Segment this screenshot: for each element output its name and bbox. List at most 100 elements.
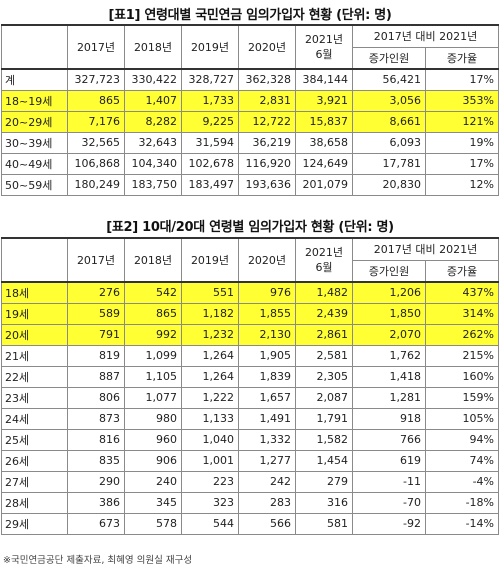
table2-2021-header: 2021년 6월	[295, 237, 353, 283]
table2-row: 29세 673 578 544 566 581 -92 -14%	[1, 512, 499, 535]
cell-value: 791	[67, 323, 125, 346]
cell-value: 1,001	[181, 449, 239, 472]
table1-year-header: 2017년	[67, 24, 125, 70]
cell-value: 835	[67, 449, 125, 472]
cell-value: 1,281	[352, 386, 426, 409]
cell-value: 873	[67, 407, 125, 430]
table1-row: 20~29세 7,176 8,282 9,225 12,722 15,837 8,661 12…	[1, 110, 499, 133]
cell-value: 1,232	[181, 323, 239, 346]
cell-value: 327,723	[67, 68, 125, 91]
cell-value: 183,750	[124, 173, 182, 196]
cell-value: 1,077	[124, 386, 182, 409]
cell-value: 262%	[425, 323, 499, 346]
cell-value: 887	[67, 365, 125, 388]
cell-value: 551	[181, 281, 239, 304]
cell-value: 345	[124, 491, 182, 514]
cell-value: 12,722	[238, 110, 296, 133]
cell-value: 918	[352, 407, 426, 430]
table1-row: 계 327,723 330,422 328,727 362,328 384,144 56,4…	[1, 68, 499, 91]
cell-value: 2,439	[295, 302, 353, 325]
cell-value: 2,831	[238, 89, 296, 112]
table1-compare-header: 2017년 대비 2021년	[352, 24, 499, 48]
cell-value: 180,249	[67, 173, 125, 196]
cell-value: 1,850	[352, 302, 426, 325]
cell-value: 542	[124, 281, 182, 304]
table2-row: 23세 806 1,077 1,222 1,657 2,087 1,281 159%	[1, 386, 499, 409]
cell-value: 619	[352, 449, 426, 472]
table1-year-header: 2019년	[181, 24, 239, 70]
cell-value: 1,839	[238, 365, 296, 388]
cell-value: 74%	[425, 449, 499, 472]
row-label: 23세	[1, 386, 68, 409]
cell-value: 1,040	[181, 428, 239, 451]
cell-value: 353%	[425, 89, 499, 112]
cell-value: 437%	[425, 281, 499, 304]
cell-value: 201,079	[295, 173, 353, 196]
cell-value: 316	[295, 491, 353, 514]
cell-value: 106,868	[67, 152, 125, 175]
cell-value: 906	[124, 449, 182, 472]
cell-value: -11	[352, 470, 426, 493]
cell-value: 31,594	[181, 131, 239, 154]
table2-year-header: 2018년	[124, 237, 182, 283]
cell-value: 8,282	[124, 110, 182, 133]
table2-row: 20세 791 992 1,232 2,130 2,861 2,070 262%	[1, 323, 499, 346]
cell-value: 20,830	[352, 173, 426, 196]
cell-value: 1,105	[124, 365, 182, 388]
cell-value: 1,277	[238, 449, 296, 472]
row-label: 19세	[1, 302, 68, 325]
cell-value: 2,305	[295, 365, 353, 388]
cell-value: 159%	[425, 386, 499, 409]
cell-value: 56,421	[352, 68, 426, 91]
cell-value: 9,225	[181, 110, 239, 133]
table2-year-header: 2020년	[238, 237, 296, 283]
row-label: 27세	[1, 470, 68, 493]
cell-value: 276	[67, 281, 125, 304]
cell-value: 819	[67, 344, 125, 367]
cell-value: 215%	[425, 344, 499, 367]
cell-value: 581	[295, 512, 353, 535]
cell-value: 314%	[425, 302, 499, 325]
cell-value: 330,422	[124, 68, 182, 91]
table1-row: 18~19세 865 1,407 1,733 2,831 3,921 3,056 353%	[1, 89, 499, 112]
cell-value: 1,182	[181, 302, 239, 325]
source-note: ※국민연금공단 제출자료, 최혜영 의원실 재구성	[3, 555, 193, 566]
cell-value: 279	[295, 470, 353, 493]
cell-value: 1,454	[295, 449, 353, 472]
cell-value: 193,636	[238, 173, 296, 196]
table2-increase-rate-header: 증가율	[425, 259, 499, 283]
cell-value: 1,733	[181, 89, 239, 112]
cell-value: 2,070	[352, 323, 426, 346]
table1-row: 50~59세 180,249 183,750 183,497 193,636 201,07…	[1, 173, 499, 196]
row-label: 29세	[1, 512, 68, 535]
cell-value: 976	[238, 281, 296, 304]
table1-corner-header	[1, 24, 68, 70]
cell-value: -18%	[425, 491, 499, 514]
cell-value: 960	[124, 428, 182, 451]
cell-value: 578	[124, 512, 182, 535]
cell-value: -92	[352, 512, 426, 535]
cell-value: 124,649	[295, 152, 353, 175]
cell-value: 160%	[425, 365, 499, 388]
cell-value: 328,727	[181, 68, 239, 91]
cell-value: -14%	[425, 512, 499, 535]
cell-value: 7,176	[67, 110, 125, 133]
row-label: 20세	[1, 323, 68, 346]
cell-value: 8,661	[352, 110, 426, 133]
table1-row: 30~39세 32,565 32,643 31,594 36,219 38,658 6,09…	[1, 131, 499, 154]
cell-value: 1,855	[238, 302, 296, 325]
cell-value: 2,581	[295, 344, 353, 367]
row-label: 50~59세	[1, 173, 68, 196]
cell-value: 242	[238, 470, 296, 493]
cell-value: 1,482	[295, 281, 353, 304]
table2-year-header: 2017년	[67, 237, 125, 283]
cell-value: 992	[124, 323, 182, 346]
table2-row: 21세 819 1,099 1,264 1,905 2,581 1,762 215%	[1, 344, 499, 367]
row-label: 18세	[1, 281, 68, 304]
cell-value: 566	[238, 512, 296, 535]
cell-value: 544	[181, 512, 239, 535]
cell-value: 3,921	[295, 89, 353, 112]
cell-value: 816	[67, 428, 125, 451]
cell-value: 1,264	[181, 365, 239, 388]
table1-increase-rate-header: 증가율	[425, 46, 499, 70]
